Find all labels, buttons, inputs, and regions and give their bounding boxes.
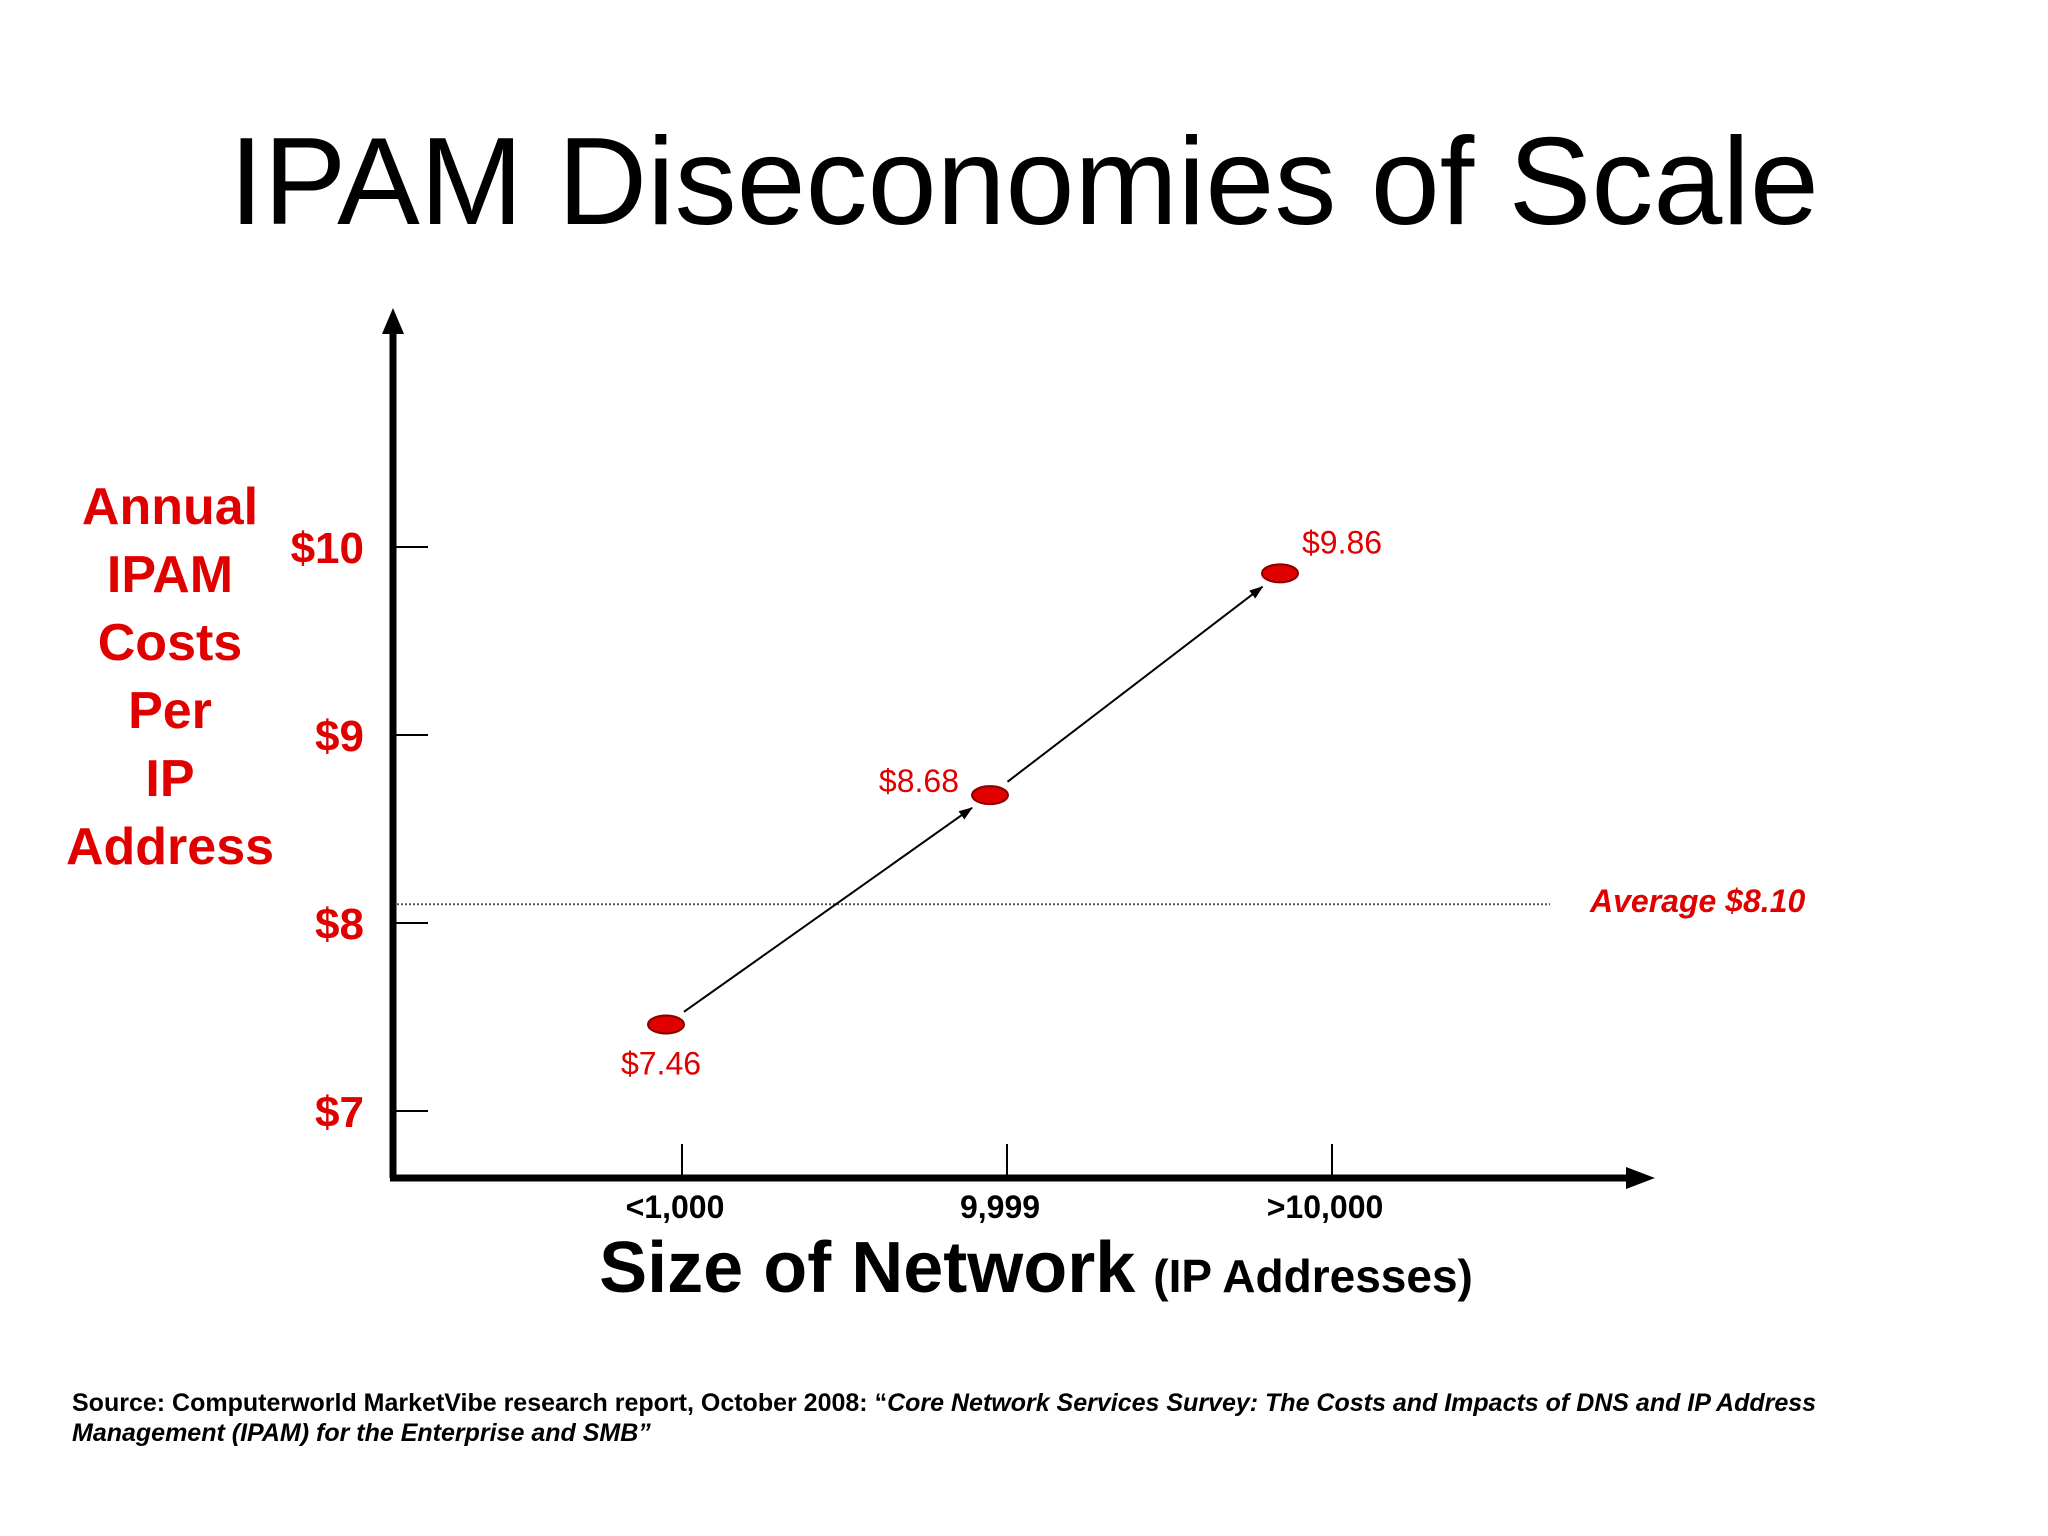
x-axis-title: Size of Network (IP Addresses) bbox=[599, 1228, 1473, 1308]
source-suffix: ” bbox=[638, 1419, 651, 1447]
y-tick-label: $8 bbox=[315, 900, 364, 949]
data-label: $9.86 bbox=[1302, 524, 1382, 560]
y-axis-arrowhead bbox=[382, 308, 404, 334]
y-axis-ticks: $7 $8 $9 $10 bbox=[291, 524, 428, 1137]
data-point bbox=[1261, 563, 1299, 584]
y-tick-label: $10 bbox=[291, 524, 364, 573]
source-prefix: Source: Computerworld MarketVibe researc… bbox=[72, 1389, 888, 1417]
series-arrows bbox=[683, 585, 1264, 1013]
x-axis-title-main: Size of Network bbox=[599, 1228, 1136, 1308]
source-citation: Source: Computerworld MarketVibe researc… bbox=[72, 1388, 1972, 1448]
data-point bbox=[971, 785, 1009, 806]
y-tick-label: $9 bbox=[315, 712, 364, 761]
slide-title: IPAM Diseconomies of Scale bbox=[229, 113, 1819, 251]
y-tick-label: $7 bbox=[315, 1088, 364, 1137]
x-tick-label: >10,000 bbox=[1267, 1189, 1384, 1225]
x-tick-label: <1,000 bbox=[626, 1189, 725, 1225]
x-axis-arrowhead bbox=[1626, 1167, 1655, 1189]
data-points: $7.46 $8.68 $9.86 bbox=[621, 524, 1382, 1081]
y-axis-title-line: IP bbox=[145, 750, 194, 808]
series-arrow-segment bbox=[1006, 585, 1264, 783]
average-reference: Average $8.10 bbox=[397, 883, 1805, 919]
source-title: Core Network Services Survey: The Costs … bbox=[72, 1389, 1817, 1447]
data-label: $8.68 bbox=[879, 763, 959, 799]
x-axis-title-unit: (IP Addresses) bbox=[1153, 1250, 1473, 1302]
y-axis-title-line: Per bbox=[128, 682, 212, 740]
data-point bbox=[647, 1014, 685, 1035]
y-axis-title-line: IPAM bbox=[107, 546, 233, 604]
x-tick-label: 9,999 bbox=[960, 1189, 1040, 1225]
x-axis-ticks: <1,000 9,999 >10,000 bbox=[626, 1144, 1384, 1225]
y-axis-title: Annual IPAM Costs Per IP Address bbox=[66, 478, 274, 876]
data-label: $7.46 bbox=[621, 1046, 701, 1082]
y-axis-title-line: Address bbox=[66, 818, 274, 876]
y-axis-title-line: Costs bbox=[98, 614, 242, 672]
average-label: Average $8.10 bbox=[1589, 883, 1805, 919]
y-axis-title-line: Annual bbox=[82, 478, 258, 536]
series-arrow-segment bbox=[683, 807, 973, 1013]
